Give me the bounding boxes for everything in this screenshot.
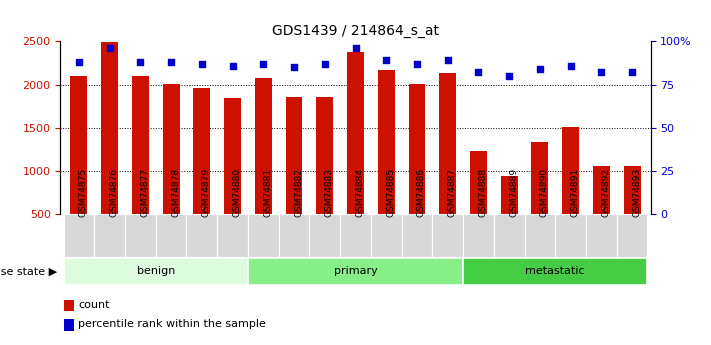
FancyBboxPatch shape <box>156 214 186 257</box>
Bar <box>409 83 425 257</box>
Text: GSM74886: GSM74886 <box>417 168 426 217</box>
Text: GSM74887: GSM74887 <box>448 168 456 217</box>
Bar <box>163 83 180 257</box>
Text: GSM74883: GSM74883 <box>325 168 333 217</box>
Text: count: count <box>78 300 109 310</box>
FancyBboxPatch shape <box>371 214 402 257</box>
Bar <box>501 176 518 257</box>
Bar <box>132 76 149 257</box>
Point <box>503 73 515 79</box>
FancyBboxPatch shape <box>340 214 371 257</box>
Point <box>289 65 300 70</box>
Point <box>442 58 454 63</box>
Text: GSM74891: GSM74891 <box>571 168 579 217</box>
Bar <box>470 151 487 257</box>
Point <box>473 70 484 75</box>
Point <box>350 46 361 51</box>
FancyBboxPatch shape <box>432 214 463 257</box>
Text: GSM74876: GSM74876 <box>109 168 119 217</box>
FancyBboxPatch shape <box>494 214 525 257</box>
Point <box>319 61 331 67</box>
Text: GSM74892: GSM74892 <box>602 168 610 217</box>
Bar <box>316 97 333 257</box>
Bar <box>255 78 272 257</box>
FancyBboxPatch shape <box>95 214 125 257</box>
Text: GSM74893: GSM74893 <box>632 168 641 217</box>
Text: primary: primary <box>333 266 378 276</box>
Bar <box>70 76 87 257</box>
FancyBboxPatch shape <box>63 214 95 257</box>
FancyBboxPatch shape <box>309 214 340 257</box>
FancyBboxPatch shape <box>463 214 494 257</box>
Point <box>534 66 545 72</box>
Bar <box>624 166 641 257</box>
Bar <box>593 166 610 257</box>
Point <box>196 61 208 67</box>
Point <box>596 70 607 75</box>
Text: GSM74877: GSM74877 <box>140 168 149 217</box>
FancyBboxPatch shape <box>616 214 648 257</box>
Bar <box>378 70 395 257</box>
Text: disease state ▶: disease state ▶ <box>0 266 57 276</box>
Text: GSM74875: GSM74875 <box>79 168 88 217</box>
Bar <box>439 73 456 257</box>
Bar <box>347 52 364 257</box>
FancyBboxPatch shape <box>402 214 432 257</box>
Point <box>227 63 238 68</box>
Text: GSM74879: GSM74879 <box>202 168 211 217</box>
Text: GSM74888: GSM74888 <box>479 168 488 217</box>
Bar <box>286 97 302 257</box>
Text: GSM74881: GSM74881 <box>263 168 272 217</box>
Text: metastatic: metastatic <box>525 266 585 276</box>
Text: GSM74880: GSM74880 <box>232 168 242 217</box>
FancyBboxPatch shape <box>525 214 555 257</box>
FancyBboxPatch shape <box>586 214 616 257</box>
Text: GSM74884: GSM74884 <box>356 168 365 217</box>
FancyBboxPatch shape <box>248 258 463 285</box>
Text: GDS1439 / 214864_s_at: GDS1439 / 214864_s_at <box>272 24 439 38</box>
Point <box>380 58 392 63</box>
Point <box>565 63 577 68</box>
FancyBboxPatch shape <box>279 214 309 257</box>
Point <box>411 61 422 67</box>
Bar <box>101 42 118 257</box>
FancyBboxPatch shape <box>248 214 279 257</box>
Text: GSM74890: GSM74890 <box>540 168 549 217</box>
Point <box>626 70 638 75</box>
FancyBboxPatch shape <box>555 214 586 257</box>
Bar <box>193 88 210 257</box>
Point <box>104 46 115 51</box>
Text: GSM74878: GSM74878 <box>171 168 180 217</box>
Bar <box>531 142 548 257</box>
FancyBboxPatch shape <box>125 214 156 257</box>
Text: GSM74885: GSM74885 <box>386 168 395 217</box>
FancyBboxPatch shape <box>63 258 248 285</box>
Point <box>134 59 146 65</box>
Point <box>166 59 177 65</box>
Text: percentile rank within the sample: percentile rank within the sample <box>78 319 266 329</box>
FancyBboxPatch shape <box>186 214 217 257</box>
Bar <box>562 127 579 257</box>
FancyBboxPatch shape <box>463 258 648 285</box>
Bar <box>224 98 241 257</box>
Text: GSM74882: GSM74882 <box>294 168 303 217</box>
Point <box>257 61 269 67</box>
Text: GSM74889: GSM74889 <box>509 168 518 217</box>
Point <box>73 59 85 65</box>
Text: benign: benign <box>137 266 175 276</box>
FancyBboxPatch shape <box>217 214 248 257</box>
